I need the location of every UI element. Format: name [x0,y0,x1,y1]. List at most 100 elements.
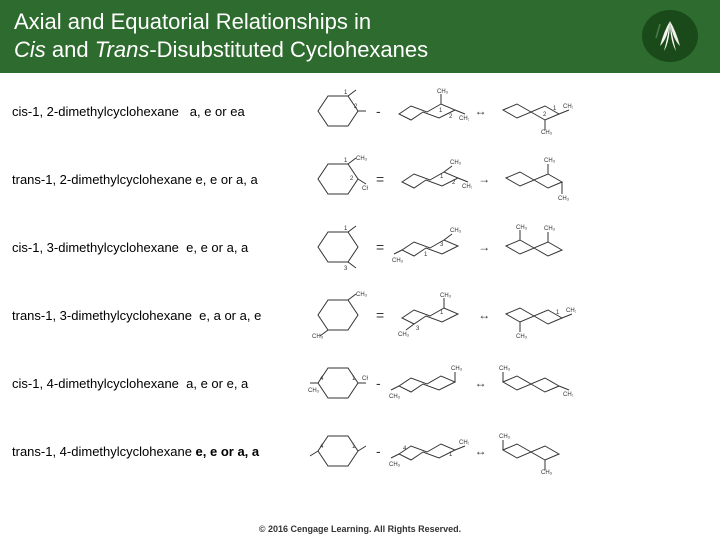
diagram-area: CH₃ CH₃ = CH₃ CH₃ 1 3 ↔ CH₃ CH₃ 1 [308,290,712,340]
separator: = [374,171,386,187]
chair-structure-icon: CH₃ CH₃ 1 3 [392,290,472,340]
hexagon-structure-icon: 1 3 [308,222,368,272]
svg-text:CH₃: CH₃ [356,292,368,298]
svg-text:3: 3 [416,326,420,332]
svg-text:CH₃: CH₃ [499,366,511,372]
diagram-area: CH₃ CH₃ 1 4 - CH₃ CH₃ ↔ CH₃ CH₃ [308,358,712,408]
separator: = [374,239,386,255]
separator: = [374,307,386,323]
hexagon-structure-icon: 1 2 [308,86,368,136]
and-word: and [46,37,95,62]
conformation: a, e or ea [190,104,245,119]
conformation: e, e or a, a [196,172,258,187]
svg-text:CH₃: CH₃ [356,156,368,162]
svg-text:2: 2 [449,114,453,120]
compound-label: cis-1, 4-dimethylcyclohexane a, e or e, … [8,376,308,391]
table-row: trans-1, 4-dimethylcyclohexane e, e or a… [8,417,712,485]
svg-text:1: 1 [556,310,560,316]
equilibrium-arrow-icon: → [478,240,490,254]
separator: - [374,443,383,459]
compound-label: trans-1, 2-dimethylcyclohexane e, e or a… [8,172,308,187]
svg-text:2: 2 [354,104,358,110]
compound-label: cis-1, 2-dimethylcyclohexane a, e or ea [8,104,308,119]
chair-structure-icon: CH₃ CH₃ 1 3 [392,222,472,272]
svg-text:1: 1 [439,108,443,114]
svg-text:2: 2 [452,180,456,186]
content-area: cis-1, 2-dimethylcyclohexane a, e or ea … [0,73,720,485]
diagram-area: 1 4 - CH₃ CH₃ 1 4 ↔ CH₃ CH₃ [308,426,712,476]
svg-text:1: 1 [440,310,444,316]
svg-text:CH₃: CH₃ [516,334,528,340]
svg-text:3: 3 [440,242,444,248]
equilibrium-arrow-icon: ↔ [475,376,487,390]
diagram-area: CH₃ CH₃ 1 2 = CH₃ CH₃ 1 2 → CH₃ CH [308,154,712,204]
chair-structure-icon: CH₃ CH₃ 1 [496,290,576,340]
svg-text:CH₃: CH₃ [362,186,368,192]
lily-icon [640,6,700,66]
svg-text:CH₃: CH₃ [437,89,449,95]
svg-text:CH₃: CH₃ [459,116,469,122]
svg-text:1: 1 [553,106,557,112]
chair-structure-icon: CH₃ CH₃ 1 2 [389,86,469,136]
table-row: cis-1, 3-dimethylcyclohexane e, e or a, … [8,213,712,281]
equilibrium-arrow-icon: ↔ [475,104,487,118]
table-row: trans-1, 2-dimethylcyclohexane e, e or a… [8,145,712,213]
separator: - [374,375,383,391]
svg-text:CH₃: CH₃ [389,394,401,400]
svg-text:CH₃: CH₃ [440,293,452,299]
table-row: cis-1, 2-dimethylcyclohexane a, e or ea … [8,77,712,145]
chair-structure-icon: CH₃ CH₃ [493,358,573,408]
hexagon-structure-icon: CH₃ CH₃ 1 2 [308,154,368,204]
svg-text:CH₃: CH₃ [541,470,553,476]
svg-text:CH₃: CH₃ [398,332,410,338]
svg-text:4: 4 [320,444,324,450]
rest-title: -Disubstituted Cyclohexanes [149,37,428,62]
svg-text:CH₃: CH₃ [450,228,462,234]
svg-text:CH₃: CH₃ [451,366,463,372]
svg-text:CH₃: CH₃ [563,392,573,398]
equilibrium-arrow-icon: ↔ [475,444,487,458]
compound-name: cis-1, 2-dimethylcyclohexane [12,104,179,119]
table-row: trans-1, 3-dimethylcyclohexane e, a or a… [8,281,712,349]
svg-text:CH₃: CH₃ [450,160,462,166]
svg-text:CH₃: CH₃ [499,434,511,440]
chair-structure-icon: CH₃ CH₃ [496,222,576,272]
equilibrium-arrow-icon: ↔ [478,308,490,322]
svg-text:CH₃: CH₃ [566,308,576,314]
title-line2: Cis and Trans-Disubstituted Cyclohexanes [14,36,706,64]
svg-text:1: 1 [344,90,348,96]
diagram-area: 1 3 = CH₃ CH₃ 1 3 → CH₃ CH₃ [308,222,712,272]
compound-label: trans-1, 3-dimethylcyclohexane e, a or a… [8,308,308,323]
conformation: a, e or e, a [186,376,248,391]
chair-structure-icon: CH₃ CH₃ [389,358,469,408]
hexagon-structure-icon: CH₃ CH₃ [308,290,368,340]
slide-header: Axial and Equatorial Relationships in Ci… [0,0,720,73]
hexagon-structure-icon: 1 4 [308,426,368,476]
svg-text:1: 1 [344,158,348,164]
chair-structure-icon: CH₃ CH₃ 1 2 [493,86,573,136]
svg-text:3: 3 [344,266,348,272]
conformation: e, a or a, e [199,308,261,323]
table-row: cis-1, 4-dimethylcyclohexane a, e or e, … [8,349,712,417]
svg-text:CH₃: CH₃ [563,104,573,110]
compound-label: cis-1, 3-dimethylcyclohexane e, e or a, … [8,240,308,255]
chair-structure-icon: CH₃ CH₃ 1 2 [392,154,472,204]
svg-text:CH₃: CH₃ [516,225,528,231]
separator: - [374,103,383,119]
chair-structure-icon: CH₃ CH₃ [493,426,573,476]
diagram-area: 1 2 - CH₃ CH₃ 1 2 ↔ CH₃ CH₃ 1 2 [308,86,712,136]
svg-text:CH₃: CH₃ [392,258,404,264]
svg-text:CH₃: CH₃ [544,158,556,164]
compound-name: cis-1, 3-dimethylcyclohexane [12,240,179,255]
svg-text:CH₃: CH₃ [389,462,401,468]
svg-text:CH₃: CH₃ [558,196,570,202]
conformation: e, e or a, a [196,444,260,459]
svg-text:1: 1 [449,452,453,458]
svg-text:4: 4 [320,376,324,382]
compound-name: trans-1, 3-dimethylcyclohexane [12,308,192,323]
equilibrium-arrow-icon: → [478,172,490,186]
svg-text:1: 1 [440,174,444,180]
compound-name: cis-1, 4-dimethylcyclohexane [12,376,179,391]
compound-label: trans-1, 4-dimethylcyclohexane e, e or a… [8,444,308,459]
cis-word: Cis [14,37,46,62]
